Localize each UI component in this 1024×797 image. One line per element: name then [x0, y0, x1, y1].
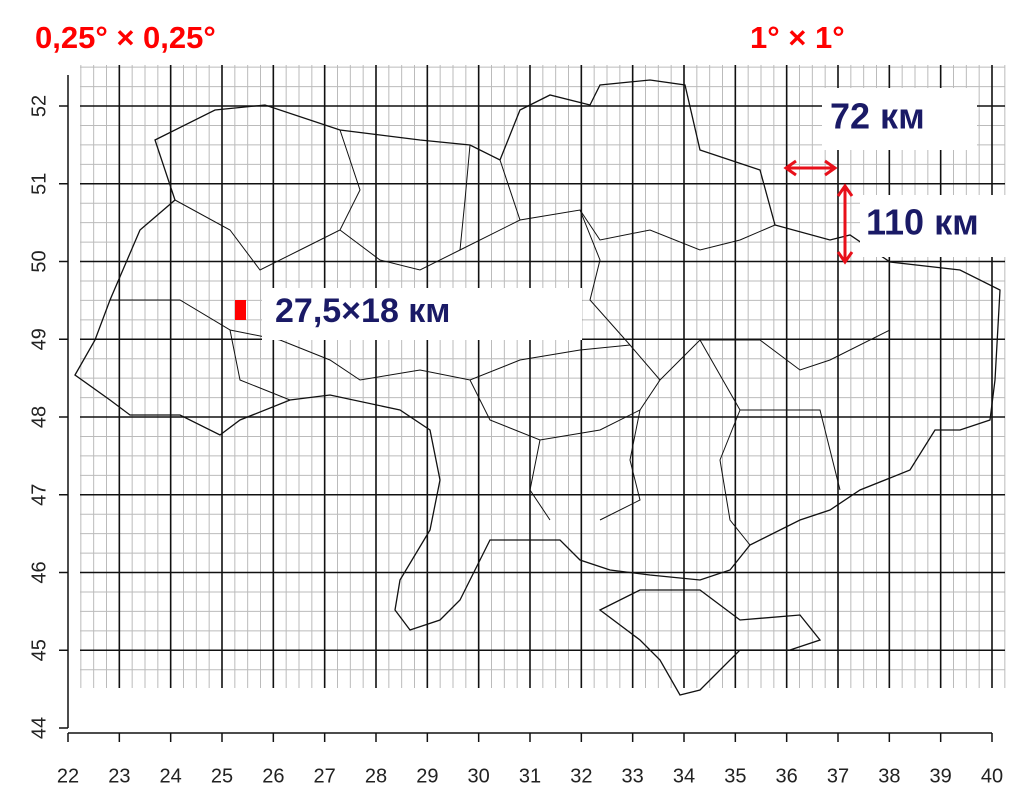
mainland — [74, 79, 1001, 631]
cell-marker — [235, 300, 246, 320]
x-tick-label: 39 — [930, 765, 952, 787]
label-box — [860, 195, 1018, 257]
fine-grid-label: 0,25° × 0,25° — [35, 20, 216, 55]
regions — [110, 129, 891, 546]
x-tick-label: 26 — [262, 765, 284, 787]
x-tick-label: 33 — [622, 765, 644, 787]
cell-size-label: 27,5×18 км — [275, 292, 450, 330]
x-tick-label: 25 — [211, 765, 233, 787]
x-tick-label: 34 — [673, 765, 695, 787]
x-tick-label: 38 — [878, 765, 900, 787]
y-tick-label: 49 — [28, 328, 50, 350]
y-tick-label: 51 — [28, 173, 50, 195]
crimea — [598, 589, 822, 696]
width-label: 72 км — [830, 96, 925, 137]
y-tick-label: 45 — [28, 639, 50, 661]
label-box — [262, 288, 582, 340]
x-tick-label: 24 — [160, 765, 182, 787]
x-tick-label: 40 — [981, 765, 1003, 787]
major-grid — [80, 65, 1005, 688]
label-box — [822, 88, 977, 150]
x-tick-label: 23 — [108, 765, 130, 787]
y-tick-label: 52 — [28, 95, 50, 117]
x-tick-label: 37 — [827, 765, 849, 787]
x-tick-label: 36 — [776, 765, 798, 787]
x-tick-label: 22 — [57, 765, 79, 787]
x-tick-label: 30 — [468, 765, 490, 787]
y-tick-label: 47 — [28, 484, 50, 506]
y-tick-label: 46 — [28, 561, 50, 583]
fine-grid — [80, 65, 1006, 688]
y-tick-label: 48 — [28, 406, 50, 428]
height-label: 110 км — [866, 202, 979, 243]
y-tick-label: 44 — [28, 717, 50, 739]
x-tick-label: 28 — [365, 765, 387, 787]
x-tick-label: 31 — [519, 765, 541, 787]
y-tick-label: 50 — [28, 250, 50, 272]
x-tick-label: 35 — [724, 765, 746, 787]
arrows — [783, 159, 854, 265]
coarse-grid-label: 1° × 1° — [750, 20, 845, 55]
x-tick-label: 29 — [416, 765, 438, 787]
x-tick-label: 32 — [570, 765, 592, 787]
x-tick-label: 27 — [314, 765, 336, 787]
border — [74, 79, 1001, 696]
